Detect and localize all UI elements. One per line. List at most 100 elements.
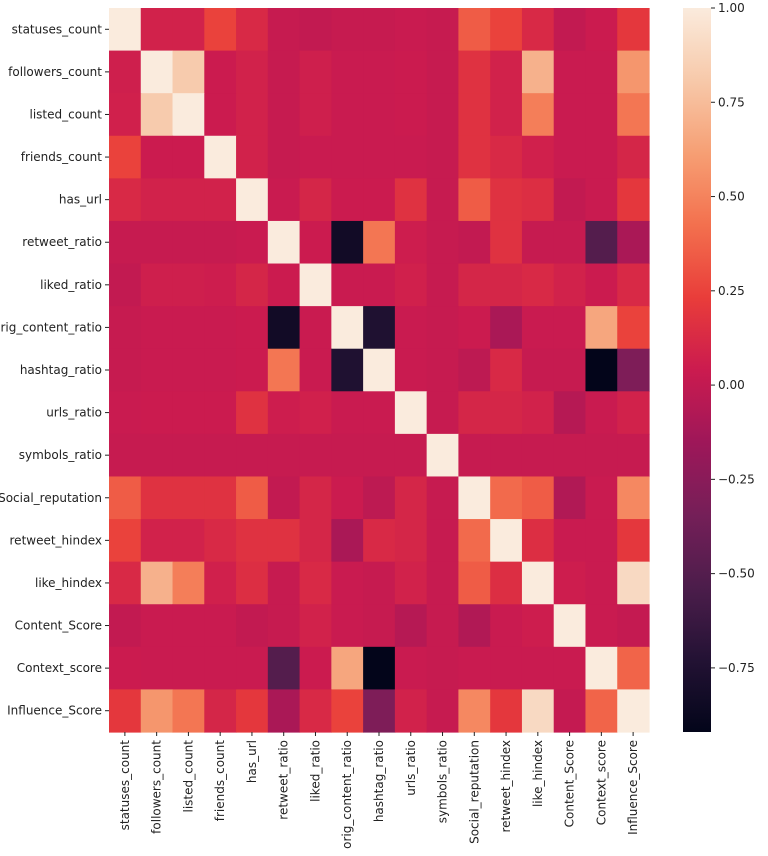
- heatmap-cell: [426, 604, 460, 648]
- heatmap-cell: [267, 476, 301, 520]
- y-tick-label: Content_Score: [15, 619, 102, 633]
- heatmap-cell: [521, 476, 555, 520]
- heatmap-cell: [426, 178, 460, 222]
- colorbar-tick-label: −0.25: [718, 472, 755, 486]
- heatmap-cell: [553, 306, 587, 350]
- heatmap-cell: [394, 220, 428, 265]
- heatmap-cell: [617, 50, 650, 94]
- heatmap-cell: [363, 433, 396, 478]
- heatmap-cell: [426, 476, 460, 520]
- heatmap-cell: [109, 519, 142, 563]
- heatmap-cell: [585, 391, 618, 435]
- heatmap-cell: [299, 646, 332, 691]
- colorbar-tick-label: 1.00: [718, 1, 745, 15]
- heatmap-cell: [109, 476, 142, 520]
- heatmap-cell: [267, 93, 301, 137]
- heatmap-cell: [109, 391, 142, 435]
- heatmap-cell: [299, 220, 332, 265]
- x-tick-label: friends_count: [213, 740, 227, 822]
- heatmap-cell: [204, 391, 237, 435]
- heatmap-cell: [521, 433, 555, 478]
- heatmap-cell: [331, 50, 364, 94]
- heatmap-cell: [521, 93, 555, 137]
- x-tick-label: followers_count: [150, 740, 164, 834]
- heatmap-cell: [585, 306, 618, 350]
- heatmap-cell: [204, 135, 237, 179]
- y-tick-label: urls_ratio: [46, 406, 102, 420]
- heatmap-cell: [299, 689, 332, 733]
- colorbar-bar: [683, 8, 711, 732]
- heatmap-cell: [267, 8, 301, 52]
- heatmap-cell: [585, 604, 618, 648]
- heatmap-cell: [236, 561, 269, 605]
- heatmap-cell: [331, 476, 364, 520]
- heatmap-cell: [617, 306, 650, 350]
- heatmap-cell: [585, 263, 618, 307]
- heatmap-cell: [394, 93, 428, 137]
- heatmap-cell: [109, 561, 142, 605]
- heatmap-cell: [585, 348, 618, 392]
- heatmap-cell: [299, 263, 332, 307]
- heatmap-cell: [331, 8, 364, 52]
- y-tick-label: rig_content_ratio: [1, 320, 103, 334]
- heatmap-cell: [172, 433, 205, 478]
- heatmap-cell: [140, 50, 174, 94]
- heatmap-cell: [236, 519, 269, 563]
- heatmap-cell: [490, 476, 523, 520]
- heatmap-cell: [585, 50, 618, 94]
- x-tick-label: liked_ratio: [308, 740, 322, 802]
- y-tick-label: symbols_ratio: [19, 448, 102, 462]
- x-tick-label: hashtag_ratio: [372, 740, 386, 822]
- heatmap-cell: [172, 561, 205, 605]
- colorbar-tick-label: 0.00: [718, 378, 745, 392]
- heatmap-cell: [236, 348, 269, 392]
- heatmap-cell: [617, 604, 650, 648]
- heatmap-cell: [172, 646, 205, 691]
- heatmap-cell: [458, 604, 491, 648]
- heatmap-cell: [140, 604, 174, 648]
- heatmap-cell: [299, 433, 332, 478]
- heatmap-cell: [363, 604, 396, 648]
- heatmap-cell: [140, 306, 174, 350]
- heatmap-cell: [490, 348, 523, 392]
- heatmap-cell: [363, 135, 396, 179]
- x-tick-label: Content_Score: [563, 740, 577, 827]
- heatmap-cell: [617, 476, 650, 520]
- heatmap-cell: [394, 433, 428, 478]
- colorbar-tick-label: 0.75: [718, 95, 745, 109]
- heatmap-cell: [236, 50, 269, 94]
- heatmap-cell: [394, 50, 428, 94]
- heatmap-cell: [617, 348, 650, 392]
- heatmap-cell: [458, 561, 491, 605]
- heatmap-cell: [331, 561, 364, 605]
- heatmap-cell: [299, 604, 332, 648]
- heatmap-cell: [140, 8, 174, 52]
- heatmap-cell: [172, 391, 205, 435]
- heatmap-cell: [394, 561, 428, 605]
- heatmap-cell: [617, 178, 650, 222]
- y-tick-label: Influence_Score: [7, 704, 102, 718]
- heatmap-cell: [140, 519, 174, 563]
- x-tick-label: retweet_hindex: [499, 740, 513, 832]
- heatmap-cell: [236, 135, 269, 179]
- heatmap-cell: [267, 604, 301, 648]
- colorbar-tick-label: 0.25: [718, 284, 745, 298]
- heatmap-cell: [426, 561, 460, 605]
- heatmap-cell: [140, 391, 174, 435]
- y-tick-label: followers_count: [8, 65, 102, 79]
- heatmap-cell: [109, 8, 142, 52]
- heatmap-cell: [236, 220, 269, 265]
- heatmap-cell: [617, 391, 650, 435]
- heatmap-cell: [363, 263, 396, 307]
- heatmap-cell: [172, 178, 205, 222]
- heatmap-cell: [490, 604, 523, 648]
- heatmap-cell: [553, 433, 587, 478]
- x-tick-label: like_hindex: [531, 740, 545, 807]
- heatmap-cell: [236, 604, 269, 648]
- heatmap-cell: [140, 93, 174, 137]
- heatmap-cell: [394, 348, 428, 392]
- x-tick-label: orig_content_ratio: [340, 740, 354, 849]
- heatmap-cell: [553, 93, 587, 137]
- heatmap-cell: [299, 135, 332, 179]
- heatmap-cell: [109, 689, 142, 733]
